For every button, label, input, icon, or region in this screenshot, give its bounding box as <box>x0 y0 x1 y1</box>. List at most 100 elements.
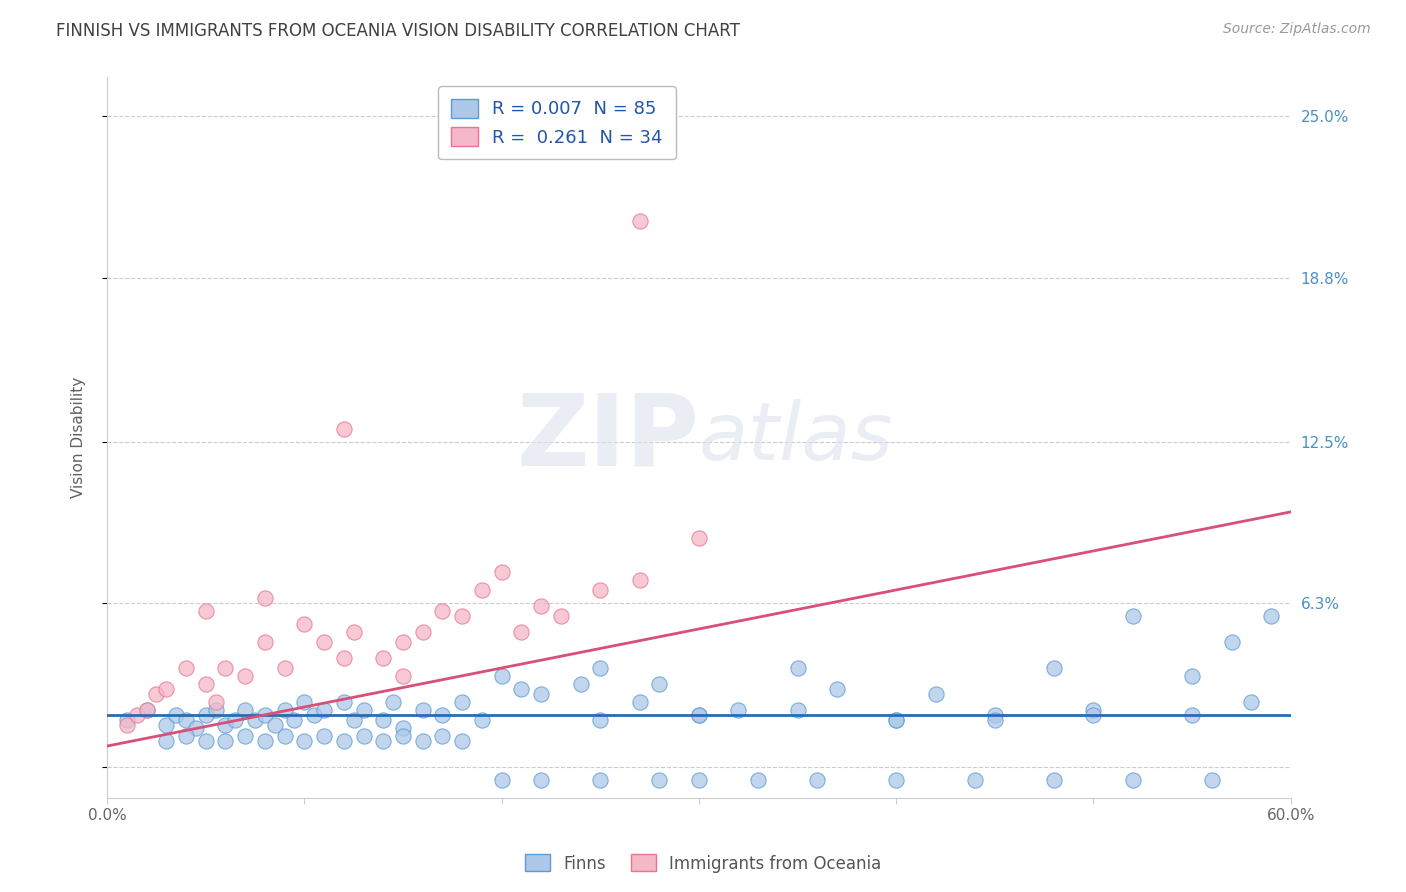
Point <box>333 695 356 709</box>
Point <box>688 707 710 722</box>
Text: ZIP: ZIP <box>516 389 699 486</box>
Point <box>312 729 335 743</box>
Point <box>214 661 236 675</box>
Point <box>194 676 217 690</box>
Point <box>333 422 356 436</box>
Point <box>155 681 177 696</box>
Point <box>884 713 907 727</box>
Point <box>628 573 651 587</box>
Text: atlas: atlas <box>699 399 894 476</box>
Point <box>312 635 335 649</box>
Point <box>115 718 138 732</box>
Point <box>263 718 285 732</box>
Point <box>530 599 553 613</box>
Point <box>510 681 533 696</box>
Point <box>292 616 315 631</box>
Point <box>412 703 434 717</box>
Point <box>174 713 197 727</box>
Point <box>530 772 553 787</box>
Point <box>747 772 769 787</box>
Point <box>115 713 138 727</box>
Point <box>569 676 592 690</box>
Point <box>1181 669 1204 683</box>
Point <box>333 650 356 665</box>
Point <box>451 695 474 709</box>
Point <box>432 729 454 743</box>
Point <box>312 703 335 717</box>
Point <box>589 772 612 787</box>
Point <box>392 669 415 683</box>
Point <box>412 624 434 639</box>
Point <box>984 713 1007 727</box>
Point <box>688 531 710 545</box>
Point <box>283 713 305 727</box>
Point <box>1220 635 1243 649</box>
Point <box>451 609 474 624</box>
Point <box>155 718 177 732</box>
Point <box>333 734 356 748</box>
Point <box>392 635 415 649</box>
Point <box>253 591 276 605</box>
Point <box>233 703 256 717</box>
Point <box>204 703 226 717</box>
Point <box>491 565 513 579</box>
Point <box>233 729 256 743</box>
Point <box>292 695 315 709</box>
Point <box>432 707 454 722</box>
Point <box>273 661 295 675</box>
Point <box>253 635 276 649</box>
Point <box>884 772 907 787</box>
Point <box>1083 703 1105 717</box>
Point <box>373 713 395 727</box>
Point <box>924 687 946 701</box>
Point <box>273 703 295 717</box>
Text: FINNISH VS IMMIGRANTS FROM OCEANIA VISION DISABILITY CORRELATION CHART: FINNISH VS IMMIGRANTS FROM OCEANIA VISIO… <box>56 22 740 40</box>
Point <box>165 707 187 722</box>
Point <box>392 721 415 735</box>
Point <box>224 713 246 727</box>
Point <box>145 687 167 701</box>
Text: Source: ZipAtlas.com: Source: ZipAtlas.com <box>1223 22 1371 37</box>
Point <box>688 707 710 722</box>
Point <box>589 582 612 597</box>
Point <box>1122 609 1144 624</box>
Point <box>491 669 513 683</box>
Point <box>184 721 207 735</box>
Point <box>589 713 612 727</box>
Point <box>125 707 148 722</box>
Point <box>194 604 217 618</box>
Point <box>451 734 474 748</box>
Point <box>786 703 808 717</box>
Point <box>273 729 295 743</box>
Point <box>302 707 325 722</box>
Point <box>194 734 217 748</box>
Point <box>984 707 1007 722</box>
Point <box>1260 609 1282 624</box>
Point <box>884 713 907 727</box>
Point <box>648 676 671 690</box>
Point <box>253 734 276 748</box>
Point <box>1122 772 1144 787</box>
Point <box>214 734 236 748</box>
Point <box>292 734 315 748</box>
Point <box>628 213 651 227</box>
Point <box>727 703 749 717</box>
Point <box>373 650 395 665</box>
Point <box>155 734 177 748</box>
Point <box>343 713 366 727</box>
Point <box>491 772 513 787</box>
Point <box>1240 695 1263 709</box>
Point <box>628 695 651 709</box>
Point <box>174 661 197 675</box>
Point <box>392 729 415 743</box>
Point <box>382 695 405 709</box>
Point <box>1181 707 1204 722</box>
Point <box>353 703 375 717</box>
Legend: Finns, Immigrants from Oceania: Finns, Immigrants from Oceania <box>517 847 889 880</box>
Point <box>471 582 494 597</box>
Point <box>243 713 266 727</box>
Point <box>214 718 236 732</box>
Point <box>194 707 217 722</box>
Point <box>432 604 454 618</box>
Point <box>510 624 533 639</box>
